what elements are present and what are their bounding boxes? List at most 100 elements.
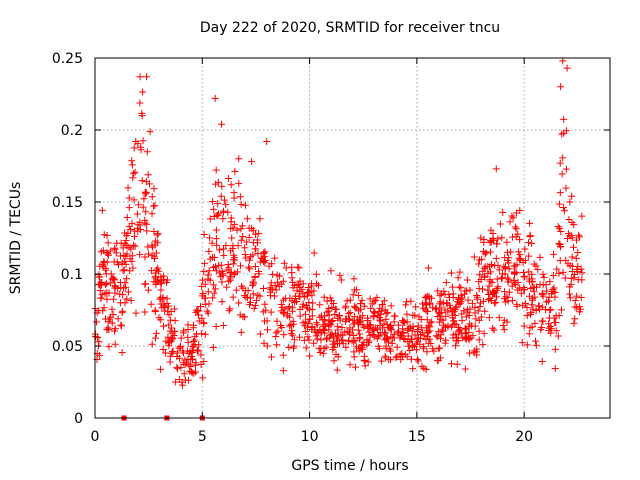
data-point bbox=[420, 364, 428, 372]
data-point bbox=[144, 171, 152, 179]
data-point bbox=[566, 283, 574, 291]
data-point bbox=[287, 321, 295, 329]
data-point bbox=[290, 336, 298, 344]
data-point bbox=[352, 343, 360, 351]
data-point bbox=[142, 178, 150, 186]
data-point bbox=[103, 232, 111, 240]
data-point bbox=[279, 309, 287, 317]
data-point bbox=[479, 297, 487, 305]
data-point bbox=[471, 309, 479, 317]
data-point bbox=[216, 246, 224, 254]
data-point bbox=[392, 354, 400, 362]
data-point bbox=[446, 294, 454, 302]
data-point bbox=[110, 258, 118, 266]
data-point bbox=[136, 99, 144, 107]
data-point bbox=[136, 218, 144, 226]
data-point bbox=[498, 234, 506, 242]
data-point bbox=[448, 307, 456, 315]
data-point bbox=[281, 294, 289, 302]
data-point bbox=[175, 376, 183, 384]
data-point bbox=[547, 329, 555, 337]
data-point bbox=[477, 234, 485, 242]
data-point bbox=[151, 241, 159, 249]
data-point bbox=[473, 351, 481, 359]
data-point bbox=[503, 248, 511, 256]
points-layer bbox=[91, 57, 586, 421]
data-point bbox=[230, 189, 238, 197]
data-point bbox=[476, 271, 484, 279]
data-point bbox=[128, 161, 136, 169]
data-point bbox=[559, 154, 567, 162]
data-point bbox=[479, 267, 487, 275]
data-point bbox=[272, 286, 280, 294]
data-point bbox=[123, 295, 131, 303]
data-point bbox=[343, 297, 351, 305]
data-point bbox=[130, 144, 138, 152]
data-point bbox=[521, 257, 529, 265]
data-point bbox=[231, 220, 239, 228]
data-point bbox=[349, 317, 357, 325]
data-point bbox=[355, 347, 363, 355]
data-point bbox=[300, 336, 308, 344]
data-point bbox=[495, 266, 503, 274]
data-point bbox=[398, 350, 406, 358]
data-point bbox=[413, 355, 421, 363]
data-point bbox=[546, 322, 554, 330]
data-point bbox=[441, 339, 449, 347]
data-point bbox=[525, 330, 533, 338]
data-point bbox=[493, 240, 501, 248]
data-point bbox=[458, 310, 466, 318]
data-point bbox=[288, 274, 296, 282]
data-point bbox=[377, 357, 385, 365]
x-tick-label: 20 bbox=[515, 429, 533, 445]
data-point bbox=[551, 364, 559, 372]
data-point bbox=[481, 273, 489, 281]
data-point bbox=[423, 324, 431, 332]
x-tick-label: 0 bbox=[91, 429, 100, 445]
data-point bbox=[236, 193, 244, 201]
data-point bbox=[255, 268, 263, 276]
data-point bbox=[148, 340, 156, 348]
data-point bbox=[263, 326, 271, 334]
data-point bbox=[557, 83, 565, 91]
data-point bbox=[129, 241, 137, 249]
data-point bbox=[196, 302, 204, 310]
data-point bbox=[241, 313, 249, 321]
data-point bbox=[572, 254, 580, 262]
data-point bbox=[209, 294, 217, 302]
data-point bbox=[124, 288, 132, 296]
data-point bbox=[516, 284, 524, 292]
data-point bbox=[387, 356, 395, 364]
data-point bbox=[223, 283, 231, 291]
data-point bbox=[225, 264, 233, 272]
data-point bbox=[219, 215, 227, 223]
data-point bbox=[514, 286, 522, 294]
data-point bbox=[269, 271, 277, 279]
data-point bbox=[256, 330, 264, 338]
data-point bbox=[381, 336, 389, 344]
data-point bbox=[136, 73, 144, 81]
data-point bbox=[382, 342, 390, 350]
data-point bbox=[237, 236, 245, 244]
data-point bbox=[424, 328, 432, 336]
data-point bbox=[157, 276, 165, 284]
data-point bbox=[290, 342, 298, 350]
data-point bbox=[267, 353, 275, 361]
y-tick-label: 0 bbox=[74, 411, 83, 427]
data-point bbox=[152, 329, 160, 337]
data-point bbox=[465, 336, 473, 344]
data-point bbox=[526, 324, 534, 332]
data-point bbox=[403, 326, 411, 334]
data-point bbox=[128, 157, 136, 165]
data-point bbox=[387, 347, 395, 355]
data-point bbox=[278, 323, 286, 331]
data-point bbox=[411, 311, 419, 319]
data-point bbox=[387, 333, 395, 341]
data-point bbox=[299, 300, 307, 308]
data-point bbox=[457, 330, 465, 338]
data-point bbox=[568, 192, 576, 200]
data-point bbox=[566, 294, 574, 302]
data-point bbox=[230, 251, 238, 259]
data-point bbox=[565, 215, 573, 223]
data-point bbox=[504, 278, 512, 286]
